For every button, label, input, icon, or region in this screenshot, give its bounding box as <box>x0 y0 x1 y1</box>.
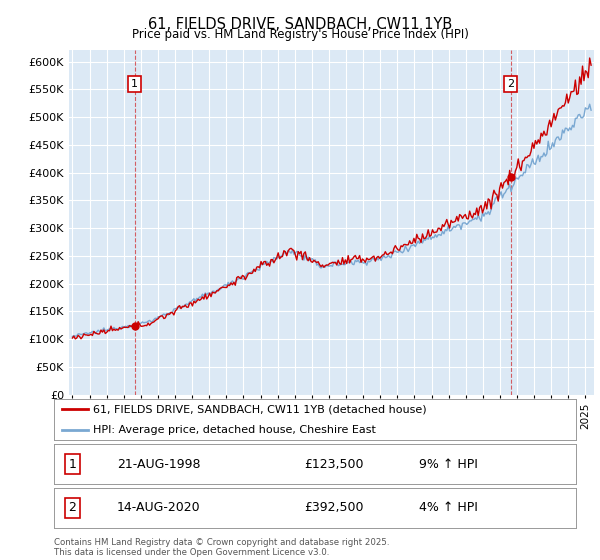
Text: HPI: Average price, detached house, Cheshire East: HPI: Average price, detached house, Ches… <box>93 424 376 435</box>
Text: 2: 2 <box>68 501 76 515</box>
Text: 21-AUG-1998: 21-AUG-1998 <box>116 458 200 471</box>
Text: 61, FIELDS DRIVE, SANDBACH, CW11 1YB (detached house): 61, FIELDS DRIVE, SANDBACH, CW11 1YB (de… <box>93 404 427 414</box>
Text: 4% ↑ HPI: 4% ↑ HPI <box>419 501 478 515</box>
Text: £392,500: £392,500 <box>305 501 364 515</box>
Text: 61, FIELDS DRIVE, SANDBACH, CW11 1YB: 61, FIELDS DRIVE, SANDBACH, CW11 1YB <box>148 17 452 32</box>
Text: £123,500: £123,500 <box>305 458 364 471</box>
Text: 1: 1 <box>68 458 76 471</box>
Text: 2: 2 <box>507 79 514 88</box>
Text: 14-AUG-2020: 14-AUG-2020 <box>116 501 200 515</box>
Text: Price paid vs. HM Land Registry's House Price Index (HPI): Price paid vs. HM Land Registry's House … <box>131 28 469 41</box>
Text: 9% ↑ HPI: 9% ↑ HPI <box>419 458 478 471</box>
Text: Contains HM Land Registry data © Crown copyright and database right 2025.
This d: Contains HM Land Registry data © Crown c… <box>54 538 389 557</box>
Text: 1: 1 <box>131 79 138 88</box>
